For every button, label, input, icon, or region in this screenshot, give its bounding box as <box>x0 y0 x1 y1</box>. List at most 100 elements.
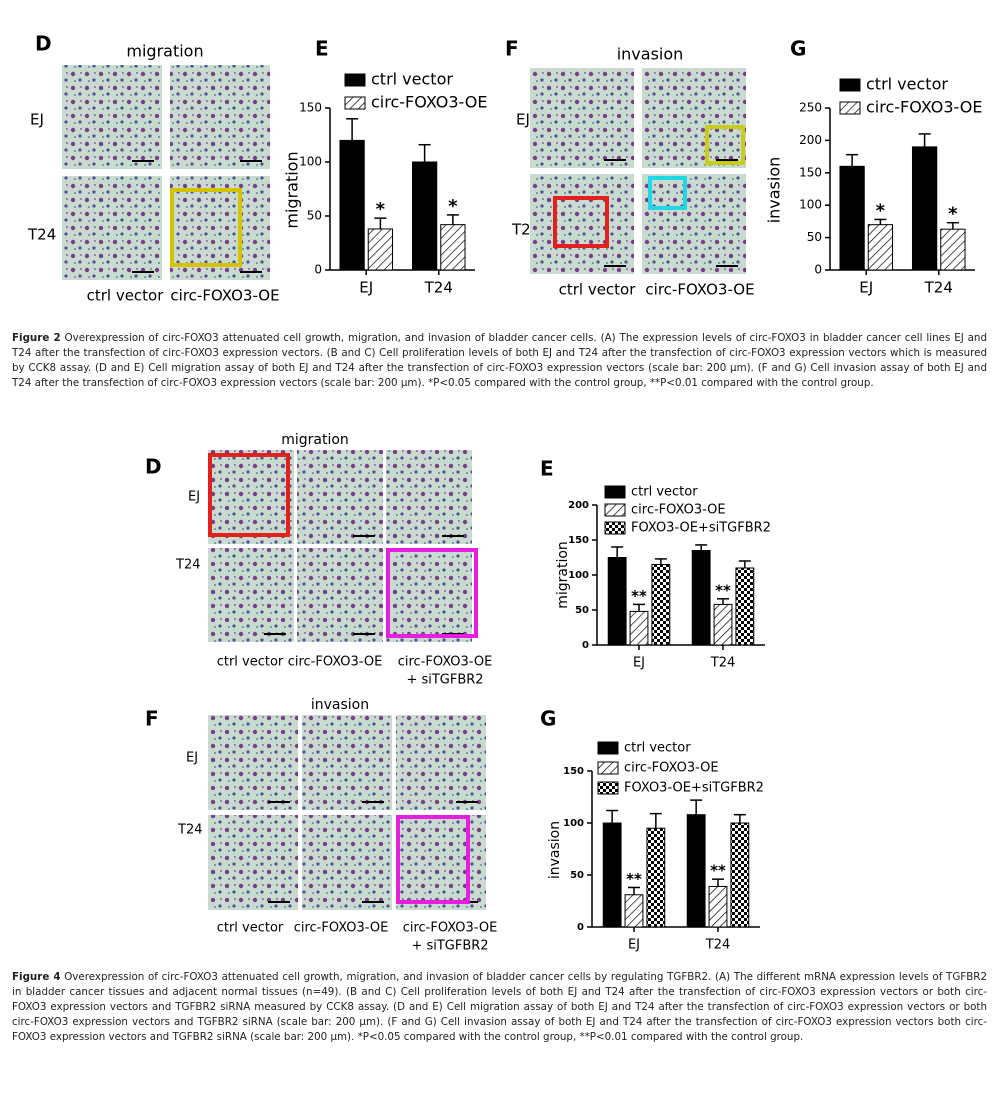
significance-label: * <box>376 199 386 220</box>
micrograph <box>386 450 472 544</box>
significance-label: ** <box>631 587 647 605</box>
bar <box>651 564 671 646</box>
legend-label: circ-FOXO3-OE <box>631 503 726 518</box>
bar <box>940 228 966 271</box>
micrograph <box>530 68 634 168</box>
figure-4-caption: Figure 4 Overexpression of circ-FOXO3 at… <box>12 970 987 1045</box>
y-tick-label: 200 <box>568 500 589 511</box>
bar <box>411 161 438 271</box>
y-tick-label: 100 <box>299 155 322 169</box>
caption-label: Figure 4 <box>12 971 61 983</box>
bar <box>708 885 728 928</box>
panel-letter: E <box>315 37 329 61</box>
significance-label: * <box>948 204 958 225</box>
legend-label: FOXO3-OE+siTGFBR2 <box>631 521 771 536</box>
column-label: circ-FOXO3-OE <box>170 287 279 305</box>
legend-label: ctrl vector <box>866 75 948 94</box>
panel-letter: G <box>790 37 806 61</box>
bar <box>735 567 755 646</box>
micrograph <box>396 815 486 910</box>
row-label: EJ <box>186 751 198 766</box>
micrograph <box>302 815 392 910</box>
column-label: circ-FOXO3-OE <box>403 921 498 936</box>
caption-text: Overexpression of circ-FOXO3 attenuated … <box>12 332 987 389</box>
y-tick-label: 200 <box>799 133 822 147</box>
column-label: circ-FOXO3-OE <box>645 281 754 299</box>
x-tick-label: T24 <box>424 279 453 297</box>
highlight-box <box>170 188 242 267</box>
y-tick-label: 250 <box>799 101 822 115</box>
bar <box>867 224 894 271</box>
x-tick-label: T24 <box>705 938 730 953</box>
bar <box>839 165 865 271</box>
highlight-box <box>386 548 478 638</box>
panel-letter: D <box>145 455 162 479</box>
caption-label: Figure 2 <box>12 332 61 344</box>
row-label: T24 <box>177 823 202 838</box>
micrograph <box>396 715 486 810</box>
bar <box>686 814 706 928</box>
row-label: T24 <box>27 226 56 244</box>
panel-title: migration <box>126 42 203 61</box>
legend-swatch <box>597 741 619 755</box>
legend-swatch <box>839 78 861 92</box>
bar <box>602 822 622 928</box>
legend-label: ctrl vector <box>624 741 691 756</box>
bar <box>607 557 627 646</box>
panel-letter: E <box>540 457 554 481</box>
y-tick-label: 150 <box>299 101 322 115</box>
legend-swatch <box>344 73 366 87</box>
panel-title: invasion <box>617 45 684 64</box>
row-label: EJ <box>516 111 530 129</box>
x-tick-label: T24 <box>710 656 735 671</box>
bar <box>646 827 666 928</box>
bar <box>440 224 466 271</box>
y-axis-label: invasion <box>765 157 784 224</box>
legend-swatch <box>604 503 626 517</box>
y-tick-label: 150 <box>563 766 584 777</box>
panel-title: migration <box>281 432 349 448</box>
y-tick-label: 0 <box>582 640 589 651</box>
y-axis-label: migration <box>283 151 302 228</box>
column-label: ctrl vector <box>217 921 284 936</box>
bar <box>339 139 365 271</box>
column-label: circ-FOXO3-OE <box>398 655 493 670</box>
panel-title: invasion <box>311 697 369 713</box>
significance-label: ** <box>710 862 726 880</box>
highlight-box <box>705 125 745 165</box>
legend-label: ctrl vector <box>631 485 698 500</box>
significance-label: ** <box>626 870 642 888</box>
micrograph <box>386 548 472 642</box>
panel-letter: D <box>35 32 52 56</box>
micrograph <box>642 68 746 168</box>
legend-swatch <box>604 485 626 499</box>
bar <box>911 146 938 271</box>
panel-letter: G <box>540 707 556 731</box>
highlight-box <box>648 176 687 210</box>
y-tick-label: 50 <box>570 870 584 881</box>
legend-label: circ-FOXO3-OE <box>624 761 719 776</box>
micrograph <box>642 174 746 274</box>
bar <box>624 894 644 928</box>
micrograph <box>302 715 392 810</box>
y-tick-label: 0 <box>577 922 584 933</box>
highlight-box <box>553 196 609 248</box>
micrograph <box>297 548 383 642</box>
legend-label: circ-FOXO3-OE <box>866 98 982 117</box>
y-tick-label: 0 <box>814 263 822 277</box>
micrograph <box>62 65 162 169</box>
micrograph <box>62 176 162 280</box>
y-tick-label: 100 <box>563 818 584 829</box>
row-label: T24 <box>175 558 200 573</box>
x-tick-label: EJ <box>359 279 373 297</box>
legend-label: ctrl vector <box>371 70 453 89</box>
column-note: + siTGFBR2 <box>411 939 488 954</box>
micrograph <box>208 450 294 544</box>
figure-2-caption: Figure 2 Overexpression of circ-FOXO3 at… <box>12 331 987 391</box>
highlight-box <box>396 815 470 904</box>
bar <box>691 550 711 646</box>
row-label: EJ <box>188 490 200 505</box>
legend-label: FOXO3-OE+siTGFBR2 <box>624 781 764 796</box>
